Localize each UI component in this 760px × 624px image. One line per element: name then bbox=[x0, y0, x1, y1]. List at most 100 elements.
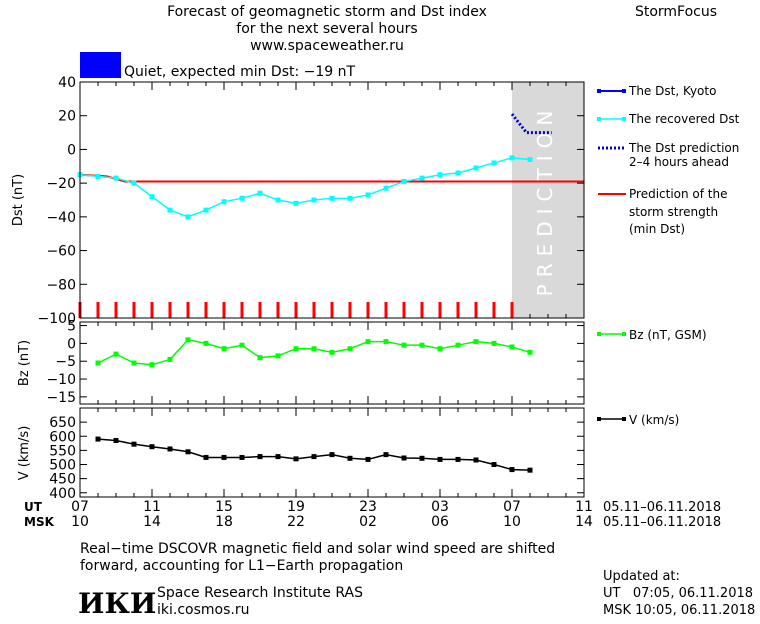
dst-prediction-line bbox=[510, 113, 552, 135]
time-axis: UT MSK 07 11 15 19 23 03 07 11 10 14 18 22 02 06 10 14… bbox=[24, 499, 721, 530]
updated-msk: MSK 10:05, 06.11.2018 bbox=[603, 603, 755, 618]
v-y-tick-label: 450 bbox=[49, 472, 76, 488]
dst-recovered-point bbox=[185, 214, 191, 220]
bz-point bbox=[275, 353, 281, 359]
bz-point bbox=[401, 342, 407, 348]
status-color-box bbox=[80, 52, 121, 78]
footer-note-line-2: forward, accounting for L1−Earth propaga… bbox=[80, 558, 403, 574]
bz-point bbox=[113, 351, 119, 357]
bz-point bbox=[437, 346, 443, 352]
legend-bz-label: Bz (nT, GSM) bbox=[629, 328, 707, 342]
ut-tick-label: 15 bbox=[215, 499, 233, 515]
legend-storm-strength: Prediction of the storm strength (min Ds… bbox=[598, 187, 728, 236]
dst-y-tick-label: −20 bbox=[46, 176, 76, 192]
bz-y-tick-label: −5 bbox=[55, 354, 76, 370]
legend-storm-strength-line-2: storm strength bbox=[629, 205, 718, 219]
bz-point bbox=[455, 342, 461, 348]
msk-tick-labels: 10 14 18 22 02 06 10 14 bbox=[71, 514, 593, 530]
bz-point bbox=[329, 349, 335, 355]
dst-recovered-point bbox=[113, 175, 119, 181]
bz-point bbox=[383, 339, 389, 345]
dst-recovered-point bbox=[149, 194, 155, 200]
msk-date-range: 05.11–06.11.2018 bbox=[603, 515, 721, 530]
bz-point bbox=[257, 355, 263, 361]
ut-tick-label: 11 bbox=[143, 499, 161, 515]
bz-point bbox=[365, 339, 371, 345]
v-series bbox=[95, 436, 533, 473]
dst-series bbox=[77, 113, 584, 318]
dst-recovered-point bbox=[293, 200, 299, 206]
bz-y-tick-label: 5 bbox=[67, 319, 76, 335]
legend-storm-strength-line-1: Prediction of the bbox=[629, 187, 728, 201]
msk-tick-label: 14 bbox=[143, 514, 161, 530]
bz-panel: 50 −5 −10 −15 Bz (nT) bbox=[17, 319, 585, 406]
v-point bbox=[149, 444, 155, 450]
msk-tick-label: 22 bbox=[287, 514, 305, 530]
updated-ut: UT 07:05, 06.11.2018 bbox=[603, 586, 753, 601]
institute-site[interactable]: iki.cosmos.ru bbox=[157, 602, 249, 618]
bz-point bbox=[239, 342, 245, 348]
v-point bbox=[203, 454, 209, 460]
ut-tick-label: 07 bbox=[71, 499, 89, 515]
iki-logo: ИКИ bbox=[78, 587, 156, 620]
v-point bbox=[365, 456, 371, 462]
ut-tick-label: 19 bbox=[287, 499, 305, 515]
bz-point bbox=[311, 346, 317, 352]
bz-point bbox=[167, 356, 173, 362]
legend-storm-strength-line-3: (min Dst) bbox=[629, 222, 685, 236]
dst-recovered-point bbox=[239, 195, 245, 201]
ut-tick-label: 11 bbox=[575, 499, 593, 515]
bz-point bbox=[149, 362, 155, 368]
v-point bbox=[419, 455, 425, 461]
dst-y-tick-label: 40 bbox=[58, 75, 76, 91]
dst-y-tick-label: 20 bbox=[58, 109, 76, 125]
dst-panel: PREDICTION 40 20 0 −20 −40 −60 −80 −100 Dst (nT… bbox=[11, 75, 585, 327]
dst-recovered-point bbox=[527, 157, 533, 163]
v-point bbox=[113, 437, 119, 443]
status-text: Quiet, expected min Dst: −19 nT bbox=[124, 64, 356, 80]
dst-frame bbox=[79, 81, 585, 319]
msk-tick-label: 10 bbox=[503, 514, 521, 530]
dst-recovered-point bbox=[509, 155, 515, 161]
v-point bbox=[383, 452, 389, 458]
dst-recovered-line bbox=[79, 157, 531, 218]
prediction-zone bbox=[512, 82, 584, 318]
msk-tick-label: 18 bbox=[215, 514, 233, 530]
dst-min-prediction-line bbox=[79, 173, 584, 183]
dst-ylabel: Dst (nT) bbox=[11, 174, 26, 226]
dst-recovered-point bbox=[365, 192, 371, 198]
ut-tick-label: 23 bbox=[359, 499, 377, 515]
legend-bz: Bz (nT, GSM) bbox=[597, 328, 707, 342]
dst-recovered-point bbox=[221, 199, 227, 205]
v-point bbox=[257, 454, 263, 460]
dst-recovered-point bbox=[311, 197, 317, 203]
bz-point bbox=[95, 360, 101, 366]
legend-dst-recovered: The recovered Dst bbox=[597, 112, 740, 126]
title-url[interactable]: www.spaceweather.ru bbox=[250, 38, 404, 54]
updated-label: Updated at: bbox=[603, 569, 680, 584]
v-y-tick-label: 600 bbox=[49, 429, 76, 445]
v-point bbox=[239, 454, 245, 460]
bz-point bbox=[527, 349, 533, 355]
bz-point bbox=[293, 346, 299, 352]
v-point bbox=[473, 457, 479, 463]
v-point bbox=[95, 436, 101, 442]
bz-y-axis: 50 −5 −10 −15 bbox=[46, 319, 585, 406]
legend-dst-kyoto-label: The Dst, Kyoto bbox=[628, 84, 716, 98]
dst-y-tick-label: −40 bbox=[46, 210, 76, 226]
dst-recovered-point bbox=[203, 207, 209, 213]
bz-frame bbox=[79, 321, 585, 405]
v-point bbox=[311, 454, 317, 460]
v-y-tick-label: 400 bbox=[49, 486, 76, 502]
bz-y-tick-label: −15 bbox=[46, 390, 76, 406]
dst-recovered-point bbox=[347, 195, 353, 201]
msk-tick-label: 02 bbox=[359, 514, 377, 530]
dst-recovered-point bbox=[473, 165, 479, 171]
bz-line bbox=[97, 339, 531, 366]
ut-axis-label: UT bbox=[24, 500, 43, 514]
v-point bbox=[509, 467, 515, 473]
ut-tick-label: 07 bbox=[503, 499, 521, 515]
